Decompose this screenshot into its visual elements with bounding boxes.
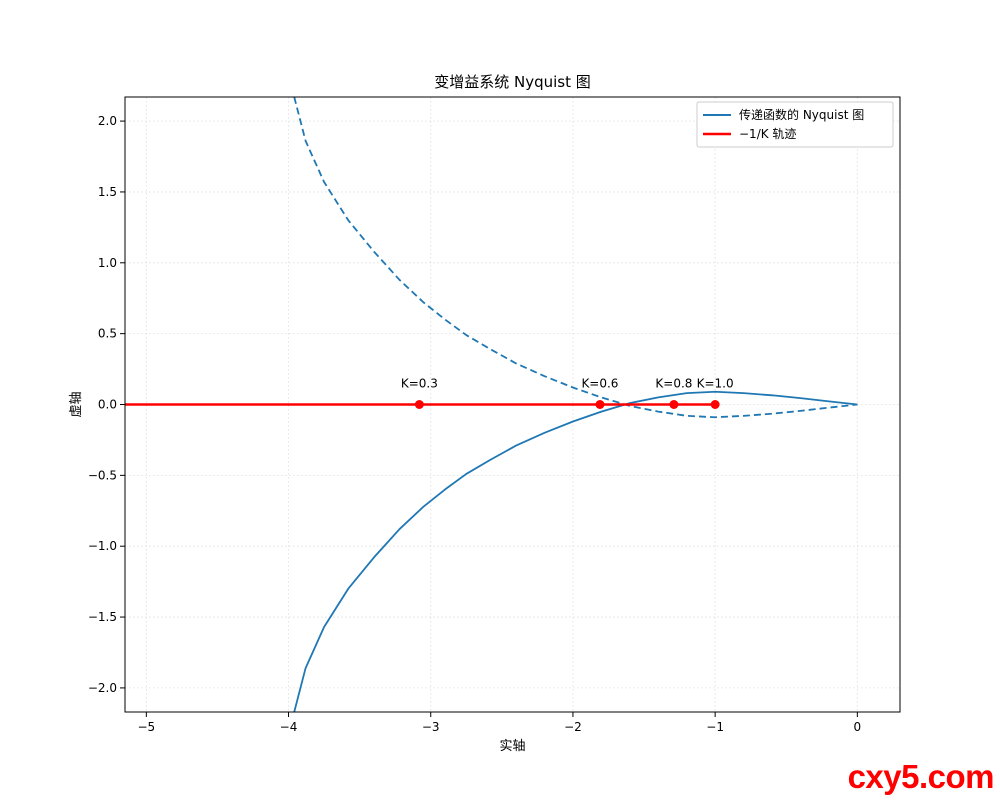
legend-label-locus: −1/K 轨迹 bbox=[739, 127, 796, 141]
x-tick-label: −1 bbox=[706, 720, 724, 734]
x-tick-label: −4 bbox=[280, 720, 298, 734]
legend: 传递函数的 Nyquist 图 −1/K 轨迹 bbox=[696, 101, 894, 148]
y-tick-label: −0.5 bbox=[88, 468, 117, 482]
watermark: cxy5.com bbox=[847, 758, 995, 795]
y-tick-label: 0.0 bbox=[98, 398, 117, 412]
k-point-label: K=0.8 bbox=[655, 377, 692, 391]
x-tick-label: −5 bbox=[137, 720, 155, 734]
x-axis-title: 实轴 bbox=[499, 739, 525, 754]
chart-title: 变增益系统 Nyquist 图 bbox=[434, 73, 591, 91]
grid bbox=[125, 97, 900, 712]
k-point-label: K=0.3 bbox=[401, 377, 438, 391]
x-tick-label: −3 bbox=[422, 720, 440, 734]
x-tick-label: −2 bbox=[564, 720, 582, 734]
ticks-layer: −5 −4 −3 −2 −1 0 −2.0 −1.5 −1.0 −0.5 0.0 0.5 1.0 1.5 2… bbox=[88, 114, 861, 734]
y-tick-label: −2.0 bbox=[88, 681, 117, 695]
legend-label-nyquist: 传递函数的 Nyquist 图 bbox=[739, 107, 864, 122]
y-tick-label: 1.0 bbox=[98, 256, 117, 270]
legend-box bbox=[696, 101, 894, 148]
k-point-marker bbox=[710, 400, 720, 409]
k-point-marker bbox=[414, 400, 424, 409]
points-layer: K=0.3 K=0.6 K=0.8 K=1.0 bbox=[401, 377, 734, 409]
y-tick-label: −1.0 bbox=[88, 539, 117, 553]
nyquist-curve-dashed bbox=[293, 97, 858, 419]
y-tick-label: −1.5 bbox=[88, 610, 117, 624]
y-axis-title: 虚轴 bbox=[69, 391, 84, 417]
y-tick-label: 2.0 bbox=[98, 114, 117, 128]
k-point-label: K=0.6 bbox=[581, 377, 618, 391]
y-tick-label: 1.5 bbox=[98, 185, 117, 199]
k-point-label: K=1.0 bbox=[697, 377, 734, 391]
y-tick-label: 0.5 bbox=[98, 327, 117, 341]
nyquist-curve-solid bbox=[293, 390, 858, 712]
series-layer bbox=[125, 97, 858, 712]
x-tick-label: 0 bbox=[854, 720, 862, 734]
k-point-marker bbox=[669, 400, 679, 409]
k-point-marker bbox=[595, 400, 605, 409]
